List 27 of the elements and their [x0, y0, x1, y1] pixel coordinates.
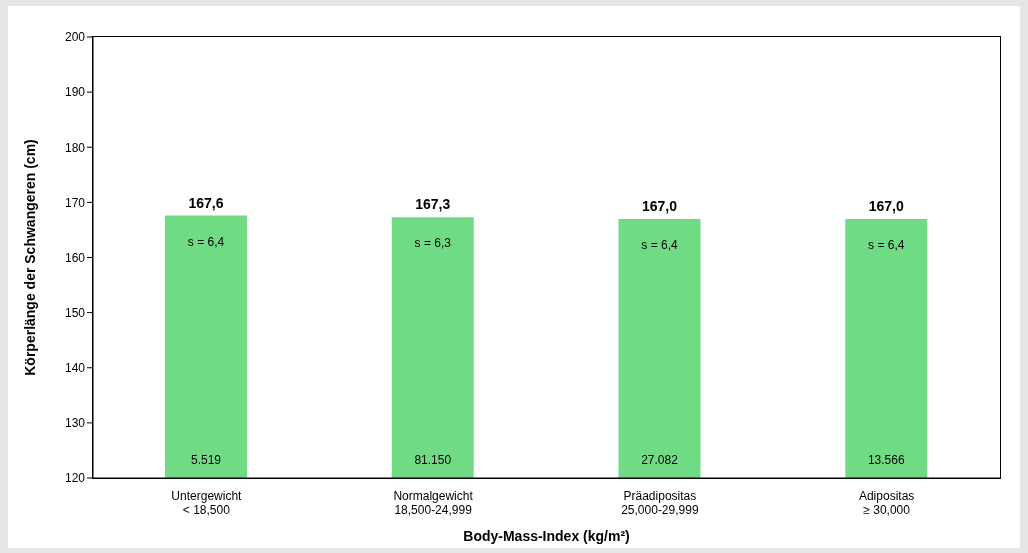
- x-axis-title: Body-Mass-Index (kg/m²): [463, 528, 630, 544]
- annotation: s = 6,4: [187, 234, 225, 249]
- y-tick-label: 120: [64, 471, 86, 486]
- annotation: 27.082: [641, 453, 679, 467]
- data-label: 167,6: [188, 194, 224, 211]
- x-tick-label: Präadipositas 25,000-29,999: [621, 489, 699, 517]
- annotation: s = 6,3: [414, 236, 452, 251]
- y-tick-label: 170: [64, 195, 86, 210]
- y-tick-label: 190: [64, 85, 86, 100]
- x-tick-label: Untergewicht < 18,500: [171, 489, 243, 517]
- annotation: s = 6,4: [868, 237, 905, 252]
- y-tick-label: 200: [64, 30, 86, 45]
- x-tick-label: Adipositas ≥ 30,000: [858, 489, 915, 517]
- annotation: 81.150: [414, 453, 452, 467]
- annotation: s = 6,4: [641, 237, 678, 252]
- data-label: 167,0: [868, 197, 904, 214]
- y-tick-label: 140: [64, 361, 86, 376]
- data-label: 167,0: [641, 197, 678, 214]
- annotation: 5.519: [190, 453, 222, 467]
- y-tick-label: 160: [64, 250, 86, 265]
- y-tick-label: 130: [64, 416, 86, 431]
- data-label: 167,3: [415, 196, 451, 213]
- annotation: 13.566: [867, 453, 905, 467]
- y-tick-label: 150: [64, 305, 86, 320]
- y-tick-label: 180: [64, 140, 86, 155]
- x-tick-label: Normalgewicht 18,500-24,999: [393, 489, 474, 517]
- y-axis-title: Körperlänge der Schwangeren (cm): [21, 139, 38, 376]
